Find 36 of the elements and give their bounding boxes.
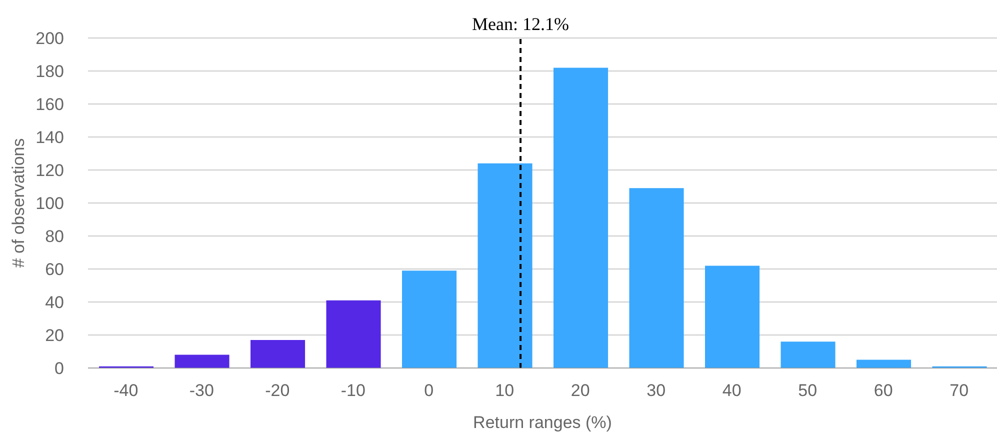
x-tick-label: 60 (874, 381, 893, 400)
bar (705, 266, 760, 368)
y-tick-label: 140 (36, 128, 64, 148)
y-tick-label: 180 (36, 62, 64, 82)
y-tick-label: 20 (45, 326, 64, 346)
bar (250, 340, 306, 368)
bar (856, 360, 912, 368)
bar (402, 270, 457, 368)
x-tick-label: -30 (189, 381, 214, 400)
y-tick-label: 0 (54, 359, 64, 378)
y-tick-label: 200 (36, 29, 64, 48)
x-tick-label: -20 (265, 381, 290, 400)
x-tick-label: -10 (340, 381, 366, 400)
bar (629, 188, 684, 368)
x-tick-label: 30 (646, 381, 666, 400)
x-tick-label: -40 (114, 381, 138, 400)
bar (174, 354, 230, 368)
x-tick-label: 40 (722, 381, 742, 400)
x-tick-label: 70 (950, 381, 969, 400)
ref-line-label: Mean: 12.1% (472, 14, 570, 34)
x-tick-label: 0 (424, 381, 434, 400)
bar (478, 163, 532, 368)
x-tick-label: 10 (495, 381, 514, 400)
y-tick-label: 40 (45, 293, 64, 312)
y-axis-title: # of observations (9, 138, 28, 268)
x-axis-title: Return ranges (%) (473, 413, 612, 432)
bar (554, 68, 608, 368)
y-tick-label: 160 (36, 95, 64, 114)
bar (780, 342, 836, 368)
x-tick-label: 50 (798, 381, 818, 400)
x-tick-label: 20 (570, 381, 590, 400)
y-tick-label: 100 (36, 194, 64, 214)
y-tick-label: 60 (45, 260, 64, 280)
bar (326, 300, 381, 368)
y-tick-label: 80 (45, 227, 64, 246)
y-tick-label: 120 (36, 161, 64, 180)
